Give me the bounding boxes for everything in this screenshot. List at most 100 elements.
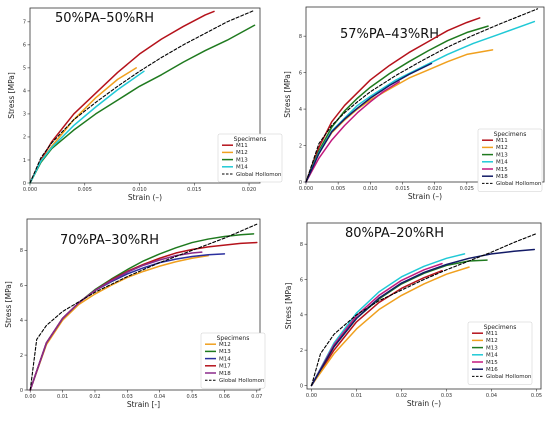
- y-tick-label: 4: [20, 318, 23, 324]
- x-tick-label: 0.07: [251, 394, 262, 400]
- legend-entry: M12: [236, 150, 248, 156]
- legend-box: [200, 332, 266, 389]
- legend-box: [217, 133, 283, 183]
- series-line-m14: [29, 70, 145, 184]
- legend-entry: M12: [219, 342, 231, 348]
- legend-entry: Global Hollomon: [496, 181, 542, 187]
- x-tick-label: 0.025: [460, 186, 474, 192]
- chart-title: 57%PA–43%RH: [340, 27, 439, 42]
- y-tick-label: 4: [299, 107, 302, 113]
- legend-entry: M18: [219, 371, 231, 377]
- legend-entry: M11: [236, 143, 248, 149]
- x-tick-label: 0.05: [531, 393, 542, 399]
- x-tick-label: 0.000: [299, 186, 313, 192]
- y-axis-label: Stress [MPa]: [284, 283, 293, 330]
- legend-title: Specimens: [234, 136, 267, 143]
- series-line-m12: [29, 254, 209, 391]
- legend-entry: M12: [486, 338, 498, 344]
- legend-entry: M13: [496, 152, 508, 158]
- x-tick-label: 0.015: [187, 187, 201, 193]
- x-tick-label: 0.005: [78, 187, 92, 193]
- series-line-m14: [310, 253, 466, 387]
- x-tick-label: 0.02: [89, 394, 100, 400]
- x-tick-label: 0.01: [351, 393, 362, 399]
- legend-title: Specimens: [484, 324, 517, 331]
- y-tick-label: 4: [23, 89, 26, 95]
- y-tick-label: 2: [300, 348, 303, 354]
- series-line-m12: [310, 266, 470, 387]
- y-tick-label: 2: [299, 143, 302, 149]
- legend-entry: M16: [486, 367, 498, 373]
- chart-panel-2: 0.0000.0050.0100.0150.0200.0250.0300.035…: [283, 6, 545, 201]
- y-axis-label: Stress [MPa]: [283, 71, 292, 118]
- legend-entry: Global Hollomon: [219, 378, 265, 384]
- y-tick-label: 5: [23, 66, 26, 72]
- y-tick-label: 6: [23, 43, 26, 49]
- x-tick-label: 0.01: [57, 394, 68, 400]
- y-tick-label: 0: [299, 180, 302, 186]
- legend-title: Specimens: [494, 131, 527, 138]
- y-tick-label: 2: [23, 135, 26, 141]
- y-axis-label: Stress [MPa]: [4, 281, 13, 328]
- x-tick-label: 0.00: [306, 393, 317, 399]
- chart-title: 50%PA–50%RH: [55, 11, 154, 26]
- x-tick-label: 0.020: [242, 187, 256, 193]
- series-line-m16: [310, 248, 535, 387]
- series-line-m15: [305, 80, 401, 183]
- x-tick-label: 0.00: [25, 394, 36, 400]
- x-tick-label: 0.010: [132, 187, 146, 193]
- legend-entry: M18: [496, 174, 508, 180]
- series-line-m11: [310, 269, 443, 387]
- legend-entry: M17: [219, 364, 231, 370]
- chart-title: 80%PA–20%RH: [345, 226, 444, 241]
- legend-title: Specimens: [217, 335, 250, 342]
- x-tick-label: 0.020: [427, 186, 441, 192]
- y-axis-label: Stress [MPa]: [7, 72, 16, 119]
- x-axis-label: Strain (–): [128, 193, 162, 202]
- y-tick-label: 4: [300, 313, 303, 319]
- series-line-global-hollomon: [305, 8, 539, 183]
- chart-panel-1: 0.000 0.005 0.010 0.015 0.020 0 1 2 3 4 5 6 7 Strain …: [7, 7, 283, 202]
- y-tick-label: 8: [299, 34, 302, 40]
- y-tick-label: 6: [299, 70, 302, 76]
- y-tick-label: 0: [23, 181, 26, 187]
- x-tick-label: 0.06: [219, 394, 230, 400]
- series-line-global-hollomon: [310, 233, 538, 387]
- x-tick-label: 0.015: [395, 186, 409, 192]
- x-axis-label: Strain [-]: [127, 400, 160, 409]
- series-line-m18: [305, 62, 433, 183]
- y-tick-label: 3: [23, 112, 26, 118]
- y-tick-label: 8: [300, 242, 303, 248]
- series-line-m13: [305, 25, 489, 183]
- legend-entry: M13: [236, 157, 248, 163]
- x-tick-label: 0.005: [331, 186, 345, 192]
- legend-entry: M13: [219, 349, 231, 355]
- legend-entry: M15: [496, 167, 508, 173]
- y-tick-label: 6: [20, 283, 23, 289]
- chart-panel-3: 0.00 0.01 0.02 0.03 0.04 0.05 0.06 0.07 0 2 4 6 8 Str…: [4, 218, 266, 409]
- x-tick-label: 0.04: [486, 393, 497, 399]
- legend-entry: M13: [486, 345, 498, 351]
- legend-entry: Global Hollomon: [236, 172, 282, 178]
- legend-entry: M14: [236, 165, 248, 171]
- legend-box: [467, 321, 533, 385]
- series-line-m11: [305, 17, 481, 183]
- x-tick-label: 0.03: [441, 393, 452, 399]
- legend-entry: M11: [496, 138, 508, 144]
- y-tick-label: 2: [20, 353, 23, 359]
- y-tick-label: 0: [300, 383, 303, 389]
- y-tick-label: 1: [23, 158, 26, 164]
- legend-entry: M14: [496, 160, 508, 166]
- chart-title: 70%PA–30%RH: [60, 233, 159, 248]
- series-line-global-hollomon: [29, 223, 258, 391]
- legend-entry: M14: [486, 353, 498, 359]
- x-tick-label: 0.04: [154, 394, 165, 400]
- x-tick-label: 0.010: [363, 186, 377, 192]
- x-tick-label: 0.05: [186, 394, 197, 400]
- series-line-m15: [310, 262, 443, 387]
- y-tick-label: 0: [20, 388, 23, 394]
